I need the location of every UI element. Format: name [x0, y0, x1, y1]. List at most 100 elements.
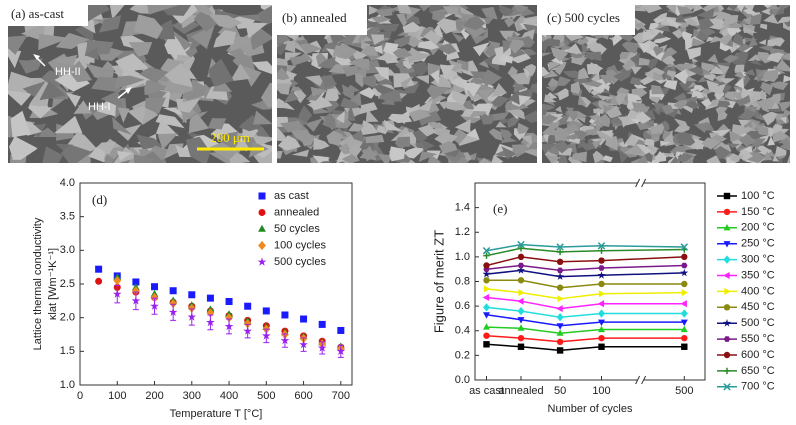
marker [113, 276, 122, 286]
grain [317, 55, 337, 69]
x-axis-label: Number of cycles [548, 403, 633, 415]
marker [131, 296, 141, 305]
grain [375, 6, 393, 17]
grain [462, 16, 486, 31]
grain [517, 122, 529, 135]
grain [18, 58, 43, 74]
grain [778, 101, 790, 112]
grain [442, 5, 459, 15]
grain [693, 122, 711, 133]
marker [188, 291, 196, 299]
grain [686, 47, 701, 60]
marker [597, 271, 606, 279]
grain [145, 97, 166, 114]
grain [409, 109, 432, 122]
grain [128, 42, 153, 57]
x-tick-label: 100 [592, 385, 610, 397]
grain [258, 5, 272, 26]
marker [150, 292, 159, 302]
marker [557, 295, 564, 303]
grain [305, 118, 323, 132]
grain [359, 137, 375, 151]
grain [627, 93, 643, 102]
grain [774, 146, 787, 157]
grain [163, 107, 182, 116]
grain [329, 31, 346, 45]
legend-marker [723, 304, 731, 311]
grain [479, 69, 502, 86]
grain [653, 46, 664, 56]
grain [749, 13, 762, 25]
grain [136, 134, 163, 150]
grain [341, 154, 360, 163]
grain [602, 104, 613, 113]
grain [665, 5, 677, 14]
grain [117, 107, 130, 123]
grain [577, 95, 587, 106]
marker [206, 294, 214, 302]
grain [495, 121, 507, 128]
grain [374, 66, 389, 81]
grain [734, 64, 745, 74]
grain [354, 71, 366, 88]
grain [253, 110, 272, 125]
legend-label: as cast [274, 190, 309, 202]
grain [571, 130, 588, 140]
grain [233, 136, 251, 151]
series-line [486, 256, 685, 267]
marker [598, 265, 605, 271]
marker [680, 300, 687, 308]
grain [675, 153, 694, 162]
grain [701, 137, 721, 150]
grain [742, 8, 758, 15]
marker [262, 307, 270, 315]
grain [336, 110, 345, 124]
grain [766, 52, 785, 63]
panel-label: (b) annealed [282, 10, 347, 25]
grain [353, 50, 367, 59]
marker [598, 280, 605, 288]
marker [681, 280, 688, 288]
marker [169, 287, 177, 295]
marker [517, 334, 525, 342]
grain [639, 76, 656, 86]
grain [427, 62, 445, 76]
grain [499, 54, 513, 64]
x-tick-label: annealed [498, 385, 543, 397]
y-tick-label: 1.4 [455, 202, 470, 214]
marker [225, 298, 233, 306]
grain [423, 30, 442, 45]
grain [291, 149, 309, 157]
grain [492, 111, 510, 121]
grain [277, 151, 283, 159]
grain [331, 45, 353, 58]
grain [139, 67, 170, 83]
grain [662, 57, 676, 66]
grain [414, 142, 426, 149]
grain [570, 81, 581, 95]
x-tick-label: 0 [77, 390, 83, 402]
grain [562, 123, 578, 135]
series-line [486, 326, 685, 334]
grain [419, 138, 435, 152]
grain [703, 72, 716, 82]
grain [763, 13, 779, 24]
grain [542, 114, 559, 125]
panel-label: (d) [92, 192, 107, 207]
grain [612, 32, 623, 46]
grain [650, 123, 665, 135]
grain [557, 88, 569, 101]
grain [659, 65, 674, 81]
marker [336, 346, 346, 355]
legend-label: 100 °C [741, 190, 775, 202]
grain [594, 78, 612, 90]
grain [637, 43, 651, 51]
series-line [486, 343, 685, 352]
grain [446, 101, 468, 111]
grain [450, 77, 469, 89]
grain [664, 72, 673, 81]
grain [701, 62, 716, 72]
grain [547, 77, 561, 89]
axis-break-gap [637, 181, 644, 185]
legend-label: 250 °C [741, 238, 775, 250]
